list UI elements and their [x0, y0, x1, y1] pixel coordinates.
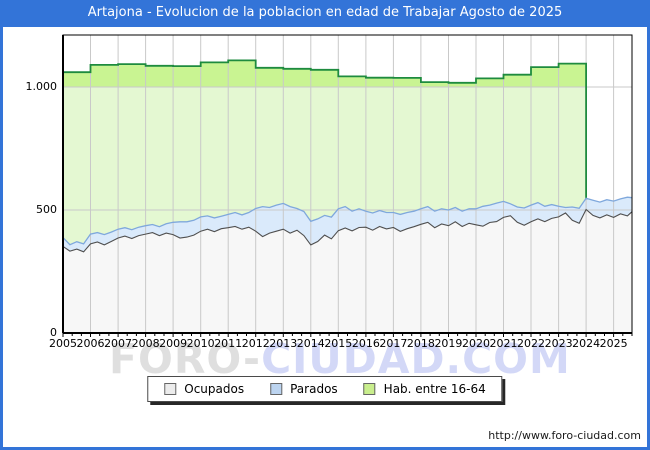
x-axis-label: 2005 — [49, 337, 77, 350]
legend-label-hab-16-64: Hab. entre 16-64 — [383, 382, 486, 396]
x-axis-label: 2020 — [461, 337, 490, 350]
x-axis-label: 2025 — [599, 337, 628, 350]
x-axis-label: 2006 — [76, 337, 105, 350]
x-axis-label: 2009 — [159, 337, 188, 350]
x-axis-label: 2016 — [351, 337, 380, 350]
x-axis-label: 2019 — [434, 337, 463, 350]
x-axis-label: 2018 — [406, 337, 435, 350]
x-axis-label: 2024 — [572, 337, 601, 350]
legend-item-ocupados: Ocupados — [164, 382, 244, 396]
legend: Ocupados Parados Hab. entre 16-64 — [147, 376, 503, 402]
x-axis-label: 2008 — [131, 337, 160, 350]
watermark-gray: FORO- — [109, 335, 262, 383]
footer-url: http://www.foro-ciudad.com — [488, 429, 641, 442]
x-axis-label: 2010 — [186, 337, 215, 350]
y-axis-label: 500 — [36, 203, 57, 216]
x-axis-label: 2007 — [104, 337, 133, 350]
watermark-blue: CIUDAD.COM — [261, 335, 571, 383]
parados-swatch-icon — [270, 383, 283, 395]
y-axis-label: 1.000 — [25, 80, 58, 93]
y-axis-label: 0 — [50, 326, 57, 339]
chart-content: FORO-CIUDAD.COM 0 500 1.000 2005 2006 2007 20… — [3, 27, 647, 447]
x-axis-label: 2015 — [324, 337, 353, 350]
chart-plot — [62, 34, 633, 337]
x-axis-label: 2021 — [489, 337, 518, 350]
legend-item-hab-16-64: Hab. entre 16-64 — [363, 382, 486, 396]
x-axis-label: 2023 — [544, 337, 573, 350]
x-axis-label: 2011 — [214, 337, 243, 350]
x-axis-label: 2022 — [517, 337, 546, 350]
x-axis-label: 2017 — [379, 337, 408, 350]
hab-16-64-swatch-icon — [363, 383, 376, 395]
title-bar: Artajona - Evolucion de la poblacion en … — [0, 0, 650, 27]
x-axis-label: 2014 — [296, 337, 325, 350]
legend-label-ocupados: Ocupados — [184, 382, 245, 396]
legend-label-parados: Parados — [290, 382, 338, 396]
legend-item-parados: Parados — [270, 382, 338, 396]
page-title: Artajona - Evolucion de la poblacion en … — [87, 5, 563, 20]
ocupados-swatch-icon — [164, 383, 177, 395]
x-axis-label: 2013 — [269, 337, 298, 350]
watermark: FORO-CIUDAD.COM — [109, 335, 571, 383]
x-axis-label: 2012 — [241, 337, 270, 350]
